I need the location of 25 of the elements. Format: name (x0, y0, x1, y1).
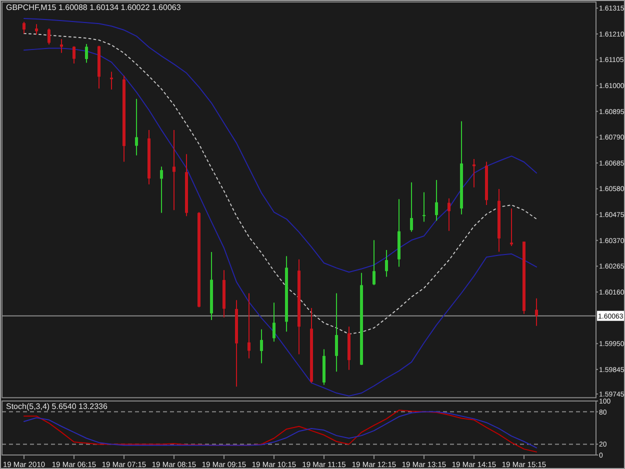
candlestick (260, 328, 263, 364)
chart-title: GBPCHF,M15 1.60088 1.60134 1.60022 1.60063 (6, 3, 182, 12)
candlestick (248, 292, 250, 359)
candlestick (272, 302, 276, 342)
candlestick (448, 198, 450, 232)
chart-title: Stoch(5,3,4) 5.6540 13.2336 (6, 402, 108, 411)
candlestick (422, 192, 426, 222)
candlestick (410, 182, 413, 232)
candlestick (385, 249, 388, 278)
candlestick (372, 240, 376, 286)
candlestick (22, 21, 26, 34)
candlestick (48, 28, 50, 46)
candlestick (85, 44, 88, 64)
candlestick (535, 298, 538, 326)
candlestick (35, 24, 38, 35)
candlestick (335, 292, 338, 372)
candlestick (160, 166, 163, 214)
line-series (24, 48, 537, 396)
candlestick (135, 98, 138, 156)
candlestick (110, 71, 113, 90)
candlestick (510, 208, 513, 247)
candlestick (172, 130, 176, 211)
line-series (24, 18, 537, 273)
candlestick (72, 46, 76, 64)
candlestick (435, 179, 438, 222)
